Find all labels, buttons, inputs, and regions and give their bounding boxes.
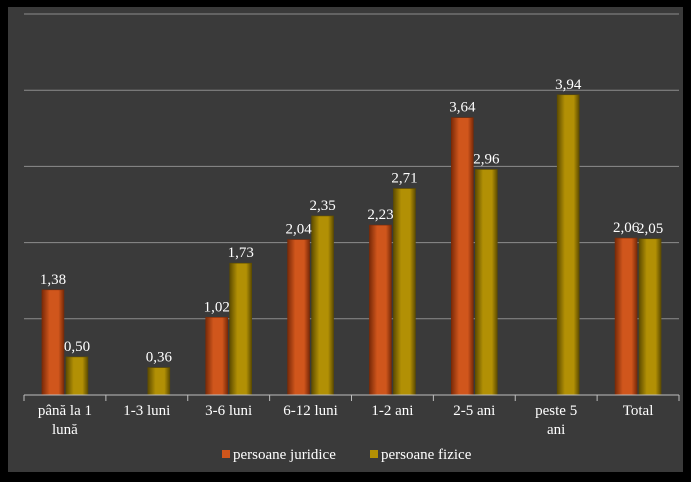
category-label: 6-12 luni [283,403,338,419]
bar-fizice-2 [229,262,252,396]
data-label: 1,38 [40,272,66,288]
bar-juridice-2 [205,316,228,396]
bar-juridice-7 [614,237,638,396]
data-label: 3,64 [449,100,476,116]
data-label: 0,36 [146,350,173,366]
bar-fizice-3 [311,215,334,396]
bar-fizice-0 [65,356,89,396]
category-label: Total [623,403,654,419]
category-label: 3-6 luni [205,403,252,419]
data-label: 2,71 [391,170,417,186]
legend-label-juridice: persoane juridice [233,447,336,463]
legend-swatch-juridice [222,450,230,458]
data-label: 0,50 [64,339,90,355]
legend: persoane juridice persoane fizice [222,447,472,463]
data-labels: 1,38 0,50 0,36 1,02 1,73 2,04 2,35 2,23 2,71 3,64… [40,77,663,366]
bar-fizice-6 [556,94,580,396]
bar-juridice-4 [369,224,392,396]
legend-swatch-fizice [370,450,378,458]
data-label: 2,96 [473,151,500,167]
x-axis: până la 1 lună 1-3 luni 3-6 luni 6-12 luni 1-… [23,394,680,438]
bar-fizice-5 [475,169,498,396]
legend-label-fizice: persoane fizice [381,447,472,463]
data-label: 2,05 [637,221,663,237]
data-label: 2,35 [309,198,335,214]
category-label: 1-2 ani [371,403,413,419]
data-label: 1,73 [228,245,254,261]
data-label: 2,06 [613,220,640,236]
plot-area [8,7,683,472]
data-label: 3,94 [555,77,582,93]
category-label: până la 1 lună [38,403,92,438]
bar-fizice-7 [638,238,662,396]
data-label: 2,23 [367,207,393,223]
category-label: 1-3 luni [123,403,170,419]
bar-juridice-5 [451,117,474,396]
bar-juridice-3 [287,239,310,396]
data-label: 2,04 [285,222,312,238]
bar-fizice-4 [393,188,416,396]
bar-fizice-1 [147,367,171,396]
data-label: 1,02 [204,299,230,315]
bar-juridice-0 [41,289,65,396]
category-label: peste 5 ani [535,403,577,438]
category-label: 2-5 ani [453,403,495,419]
